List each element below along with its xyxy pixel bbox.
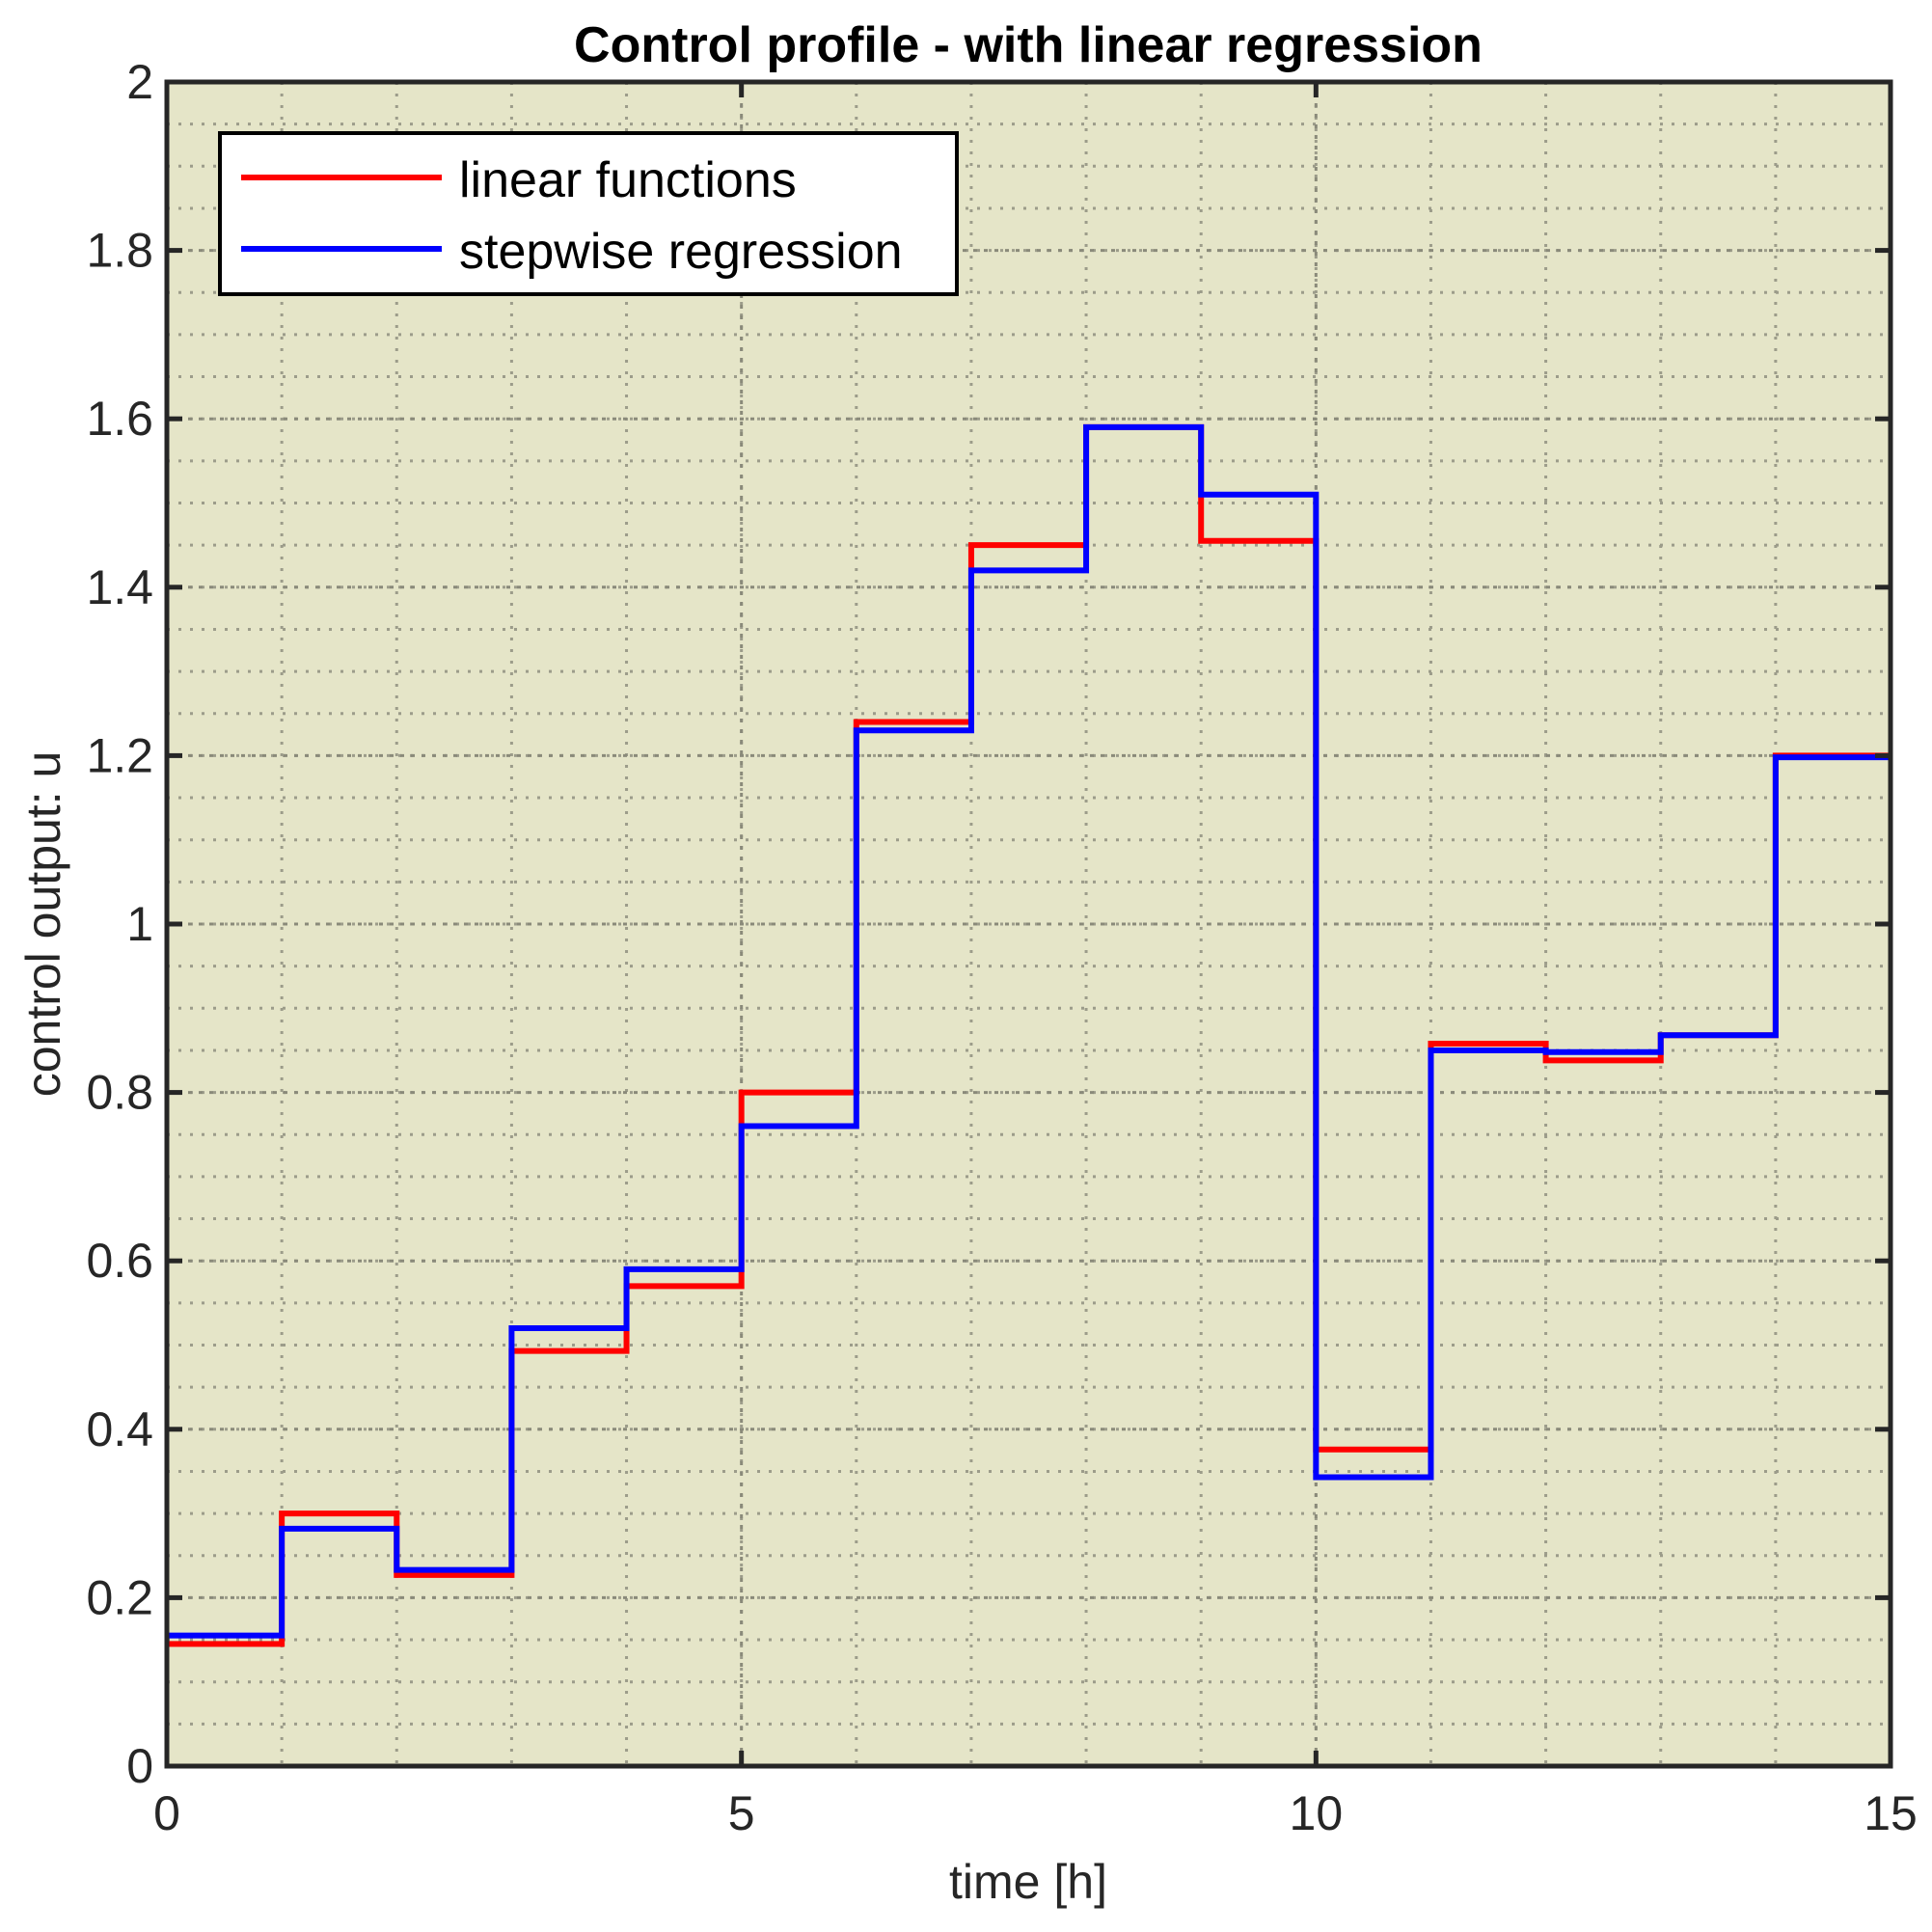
legend: linear functions stepwise regression bbox=[218, 131, 959, 296]
x-tick-label: 0 bbox=[153, 1786, 180, 1840]
series-layer bbox=[167, 423, 1891, 1647]
x-tick-label: 15 bbox=[1864, 1786, 1918, 1840]
y-axis-label: control output: u bbox=[16, 751, 70, 1098]
x-tick-label: 5 bbox=[728, 1786, 755, 1840]
tick-labels: 0 5 10 15 0 0.2 0.4 0.6 0.8 1 1.2 1.4 1.6 1.8 2 bbox=[86, 55, 1917, 1840]
legend-label-linear-functions: linear functions bbox=[459, 152, 797, 208]
y-tick-label: 1.6 bbox=[86, 392, 153, 446]
legend-label-stepwise-regression: stepwise regression bbox=[459, 224, 903, 280]
y-tick-label: 1 bbox=[126, 897, 153, 951]
y-tick-label: 1.8 bbox=[86, 224, 153, 278]
y-tick-label: 0.4 bbox=[86, 1402, 153, 1456]
y-tick-label: 0 bbox=[126, 1739, 153, 1793]
y-tick-label: 1.4 bbox=[86, 560, 153, 614]
y-tick-label: 1.2 bbox=[86, 728, 153, 782]
y-tick-label: 0.8 bbox=[86, 1066, 153, 1120]
series-line-0 bbox=[167, 423, 1891, 1647]
y-tick-label: 0.6 bbox=[86, 1234, 153, 1288]
y-tick-label: 2 bbox=[126, 55, 153, 109]
y-tick-label: 0.2 bbox=[86, 1570, 153, 1624]
legend-box bbox=[218, 131, 959, 296]
x-axis-label: time [h] bbox=[949, 1855, 1107, 1909]
minor-grid bbox=[167, 82, 1891, 1766]
series-line-1 bbox=[167, 423, 1891, 1639]
x-tick-label: 10 bbox=[1290, 1786, 1344, 1840]
chart-title: Control profile - with linear regression bbox=[574, 17, 1483, 73]
axis-ticks bbox=[164, 79, 1893, 1769]
